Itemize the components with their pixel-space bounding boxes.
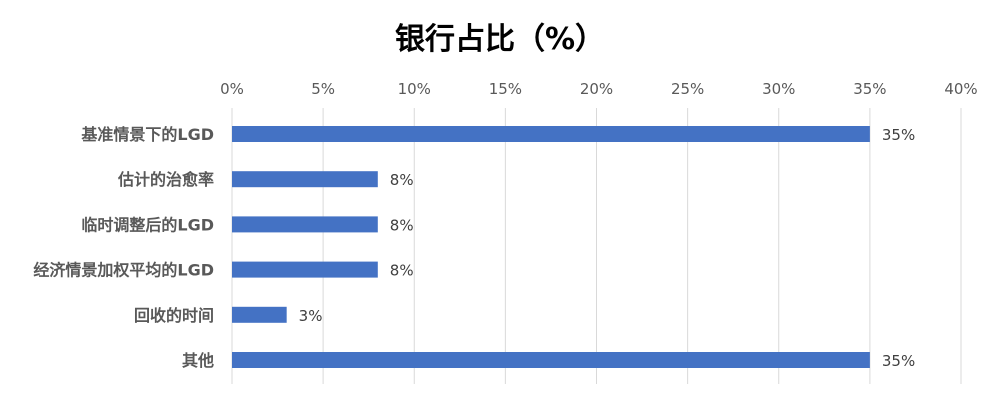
gridlines (231, 108, 962, 384)
chart-title: 银行占比（%） (394, 22, 606, 57)
data-label: 8% (390, 262, 414, 280)
data-label: 35% (882, 126, 915, 144)
category-label: 估计的治愈率 (117, 170, 214, 189)
data-label: 3% (299, 307, 323, 325)
x-tick-label: 15% (489, 80, 522, 98)
data-label: 35% (882, 352, 915, 370)
bar (232, 306, 287, 323)
bar (232, 126, 870, 142)
bars (232, 126, 870, 368)
x-tick-label: 10% (398, 80, 431, 98)
category-label: 临时调整后的LGD (81, 215, 214, 234)
category-label: 基准情景下的LGD (80, 125, 214, 144)
category-label: 经济情景加权平均的LGD (33, 261, 214, 280)
bar (232, 352, 870, 368)
x-tick-label: 35% (853, 80, 886, 98)
x-axis-tick-labels: 0% 5% 10% 15% 20% 25% 30% 35% 40% (220, 80, 978, 98)
bar (232, 216, 378, 233)
category-label: 回收的时间 (134, 306, 214, 325)
x-tick-label: 25% (671, 80, 704, 98)
x-tick-label: 30% (762, 80, 795, 98)
data-labels: 35% 8% 8% 8% 3% 35% (299, 126, 916, 370)
x-tick-label: 5% (311, 80, 335, 98)
data-label: 8% (390, 171, 414, 189)
x-tick-label: 40% (944, 80, 977, 98)
category-label: 其他 (182, 351, 214, 370)
data-label: 8% (390, 216, 414, 234)
bar (232, 171, 378, 188)
x-tick-label: 0% (220, 80, 244, 98)
x-tick-label: 20% (580, 80, 613, 98)
bar (232, 261, 378, 278)
